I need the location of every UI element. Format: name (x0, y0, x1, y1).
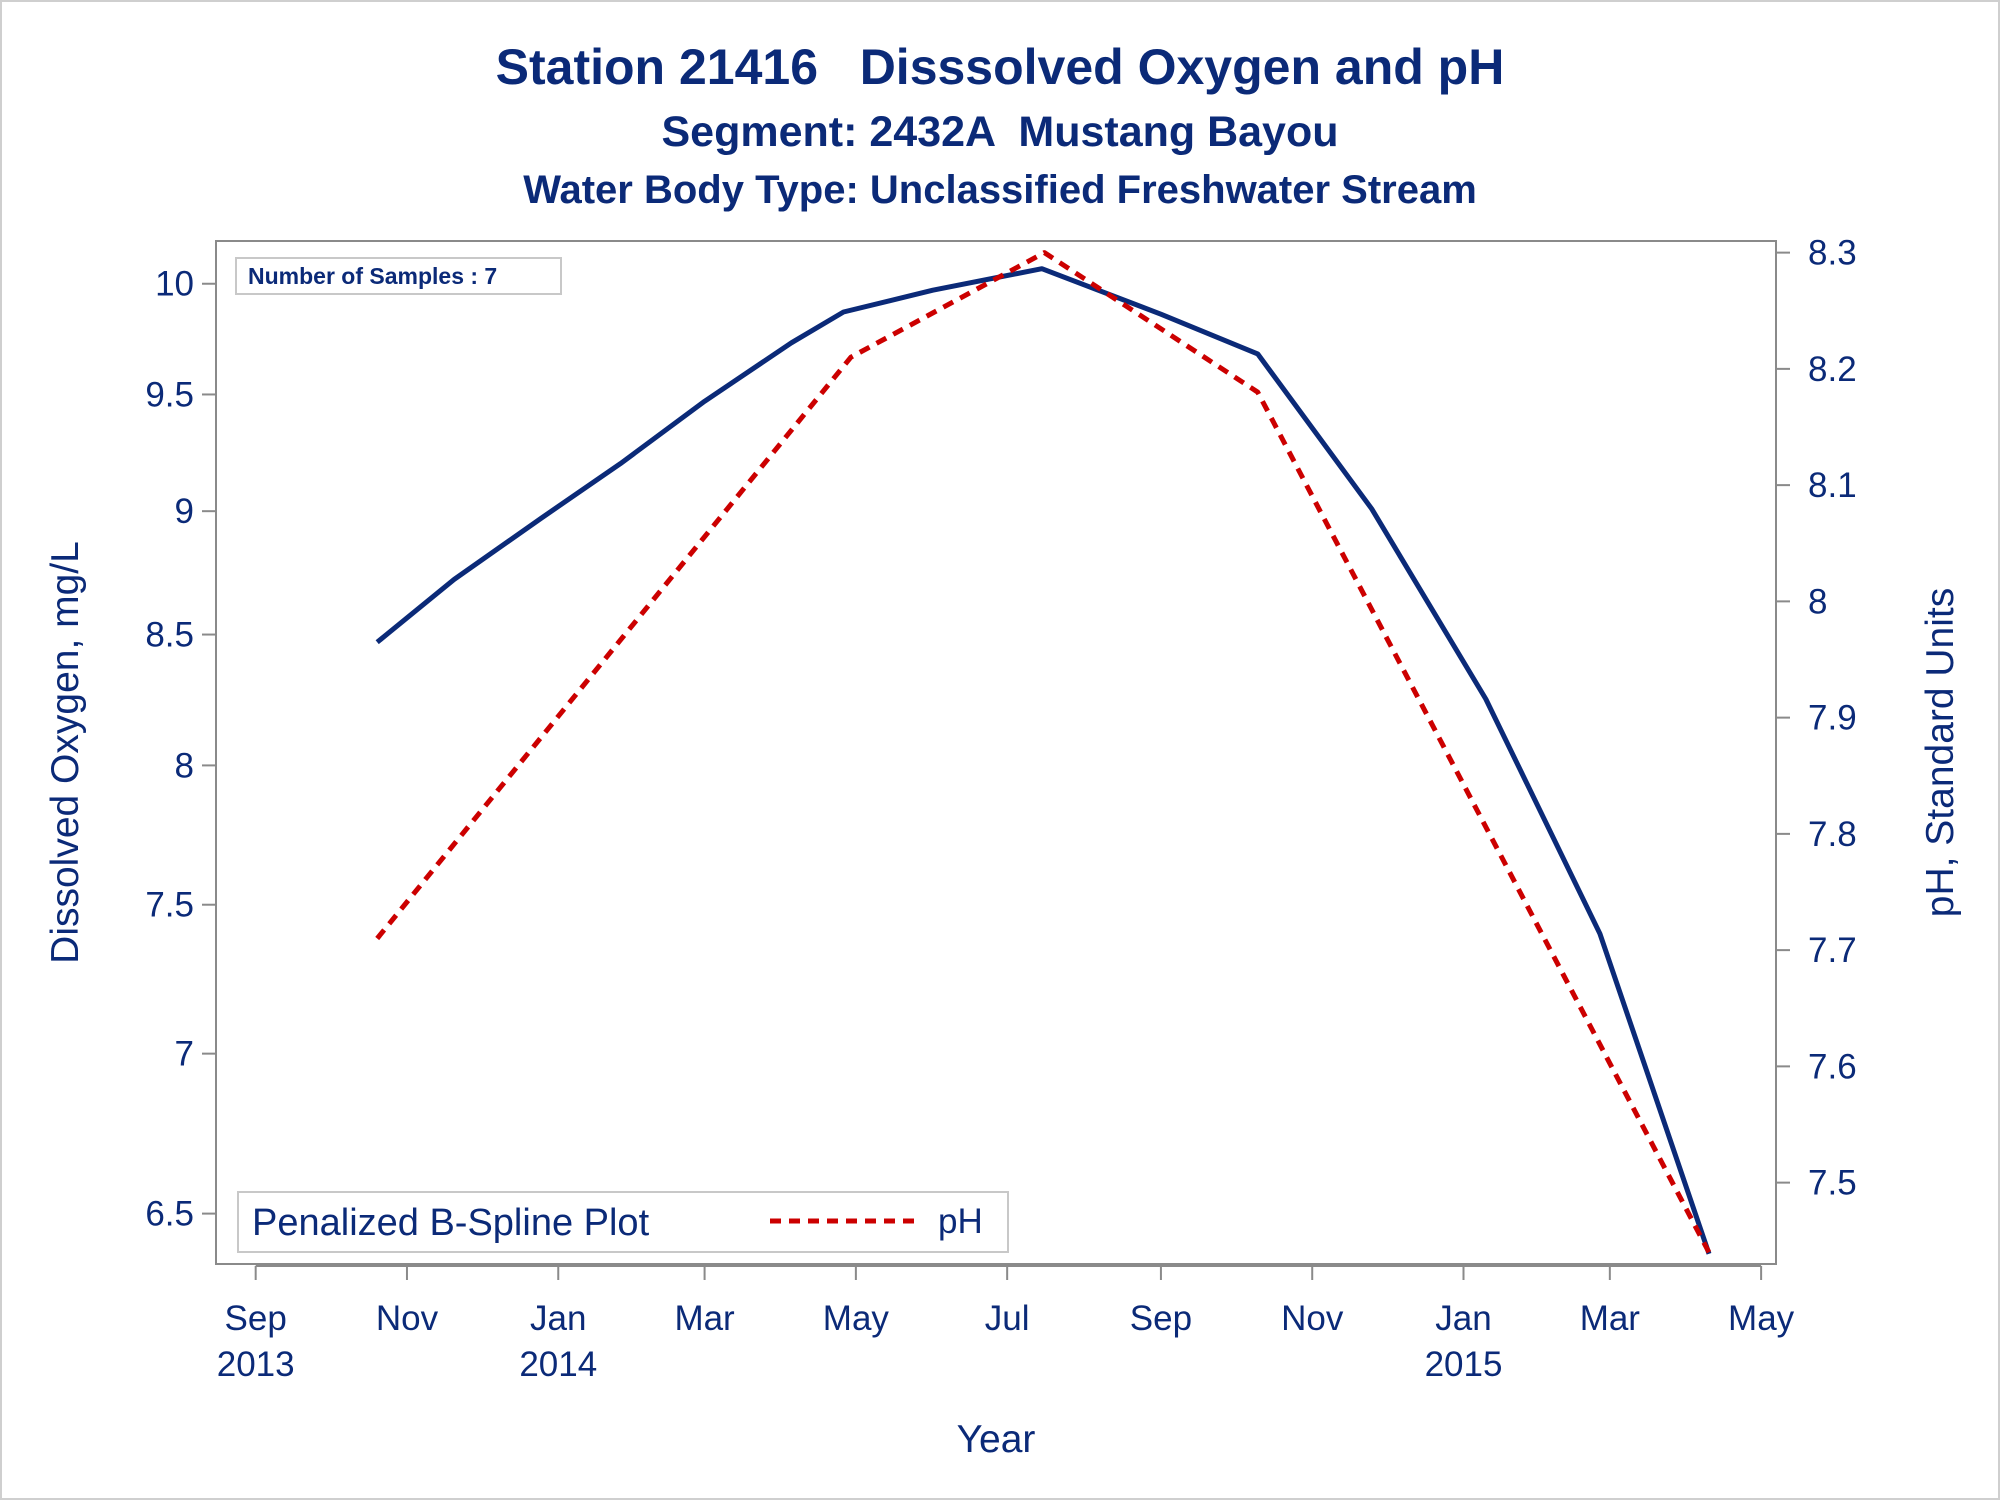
y-left-tick-label: 9.5 (145, 375, 194, 414)
x-tick-label: Sep (1130, 1299, 1192, 1338)
samples-inset-text: Number of Samples : 7 (248, 263, 497, 289)
y-right-tick-label: 7.9 (1808, 699, 1857, 738)
y-right-tick-label: 7.8 (1808, 815, 1857, 854)
x-tick-year-label: 2014 (519, 1345, 597, 1384)
legend-ph-label: pH (938, 1202, 983, 1241)
y-left-tick-label: 10 (155, 265, 194, 304)
do-series-line (375, 266, 1712, 1255)
x-tick-label: Nov (376, 1299, 439, 1338)
y-right-axis-title: pH, Standard Units (1919, 588, 1962, 918)
x-tick-label: Mar (1580, 1299, 1641, 1338)
chart-subtitle: Segment: 2432A Mustang Bayou (661, 108, 1339, 156)
x-tick-year-label: 2015 (1425, 1345, 1503, 1384)
y-right-tick-label: 7.7 (1808, 931, 1857, 970)
y-left-tick-label: 8.5 (145, 616, 194, 655)
x-tick-label: May (823, 1299, 890, 1338)
y-left-tick-label: 7 (175, 1035, 194, 1074)
x-tick-label: Mar (674, 1299, 735, 1338)
y-left-tick-label: 7.5 (145, 886, 194, 925)
x-tick-label: May (1728, 1299, 1795, 1338)
x-tick-year-label: 2013 (217, 1345, 295, 1384)
chart-subtitle-2: Water Body Type: Unclassified Freshwater… (523, 168, 1477, 212)
x-tick-label: Sep (225, 1299, 287, 1338)
y-right-tick-label: 8.3 (1808, 234, 1857, 273)
y-left-tick-label: 8 (175, 746, 194, 785)
y-left-tick-label: 9 (175, 492, 194, 531)
y-right-tick-label: 7.5 (1808, 1164, 1857, 1203)
chart-title: Station 21416 Disssolved Oxygen and pH (495, 39, 1505, 95)
samples-inset-box (235, 257, 562, 295)
y-right-tick-label: 7.6 (1808, 1047, 1857, 1086)
y-left-axis-title: Dissolved Oxygen, mg/L (44, 541, 87, 964)
plot-area (215, 240, 1777, 1265)
x-tick-label: Jan (1435, 1299, 1491, 1338)
y-right-tick-label: 8.2 (1808, 350, 1857, 389)
x-tick-label: Jan (530, 1299, 586, 1338)
x-tick-label: Nov (1281, 1299, 1344, 1338)
x-tick-label: Jul (985, 1299, 1030, 1338)
y-right-tick-label: 8 (1808, 582, 1827, 621)
legend-box (237, 1191, 1009, 1253)
y-left-tick-label: 6.5 (145, 1195, 194, 1234)
x-axis-title: Year (957, 1418, 1036, 1461)
legend-title: Penalized B-Spline Plot (252, 1202, 650, 1244)
y-right-tick-label: 8.1 (1808, 466, 1857, 505)
ph-series-line (375, 250, 1712, 1254)
